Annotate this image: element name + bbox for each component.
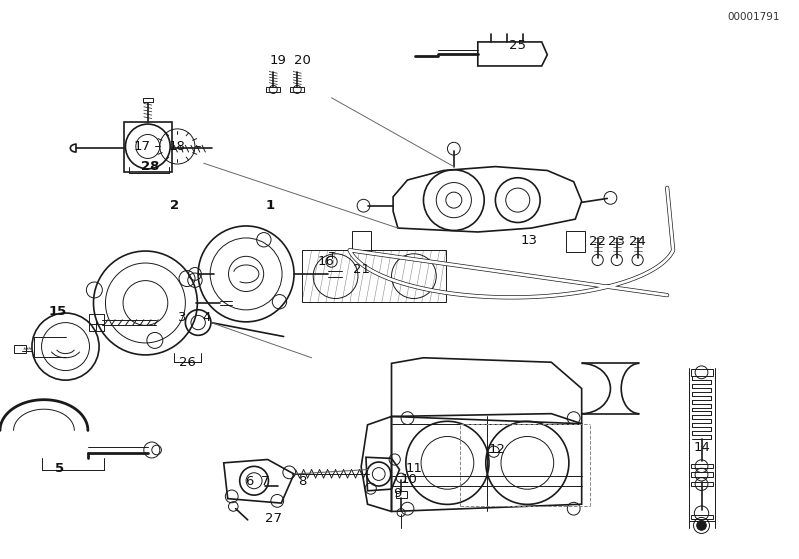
Bar xyxy=(566,231,585,252)
Text: 8: 8 xyxy=(298,475,306,489)
Text: 20: 20 xyxy=(293,54,311,67)
Text: 26: 26 xyxy=(179,356,197,369)
Text: 18: 18 xyxy=(169,140,186,153)
Text: 27: 27 xyxy=(264,512,282,525)
Text: 3: 3 xyxy=(178,311,186,324)
Text: 15: 15 xyxy=(49,305,66,319)
Text: 28: 28 xyxy=(141,160,159,173)
Text: 24: 24 xyxy=(629,235,646,248)
Text: 9: 9 xyxy=(393,486,401,500)
Text: 23: 23 xyxy=(608,235,626,248)
Text: 10: 10 xyxy=(400,473,418,486)
Text: 6: 6 xyxy=(245,475,253,489)
Circle shape xyxy=(697,520,706,530)
Text: 5: 5 xyxy=(55,462,65,475)
Text: 19: 19 xyxy=(269,54,287,67)
Text: 4: 4 xyxy=(202,311,210,324)
Text: 13: 13 xyxy=(520,234,538,247)
Text: 12: 12 xyxy=(488,443,506,457)
Text: 1: 1 xyxy=(265,199,275,212)
Text: 22: 22 xyxy=(589,235,606,248)
Text: 2: 2 xyxy=(169,199,179,212)
Text: 17: 17 xyxy=(133,140,151,153)
Text: 7: 7 xyxy=(261,475,269,489)
Text: 11: 11 xyxy=(405,462,423,475)
Text: 25: 25 xyxy=(509,39,527,53)
Bar xyxy=(352,231,371,252)
Text: 00001791: 00001791 xyxy=(727,12,780,22)
Text: 14: 14 xyxy=(693,440,710,454)
Text: 16: 16 xyxy=(317,255,335,268)
Text: 21: 21 xyxy=(352,263,370,276)
